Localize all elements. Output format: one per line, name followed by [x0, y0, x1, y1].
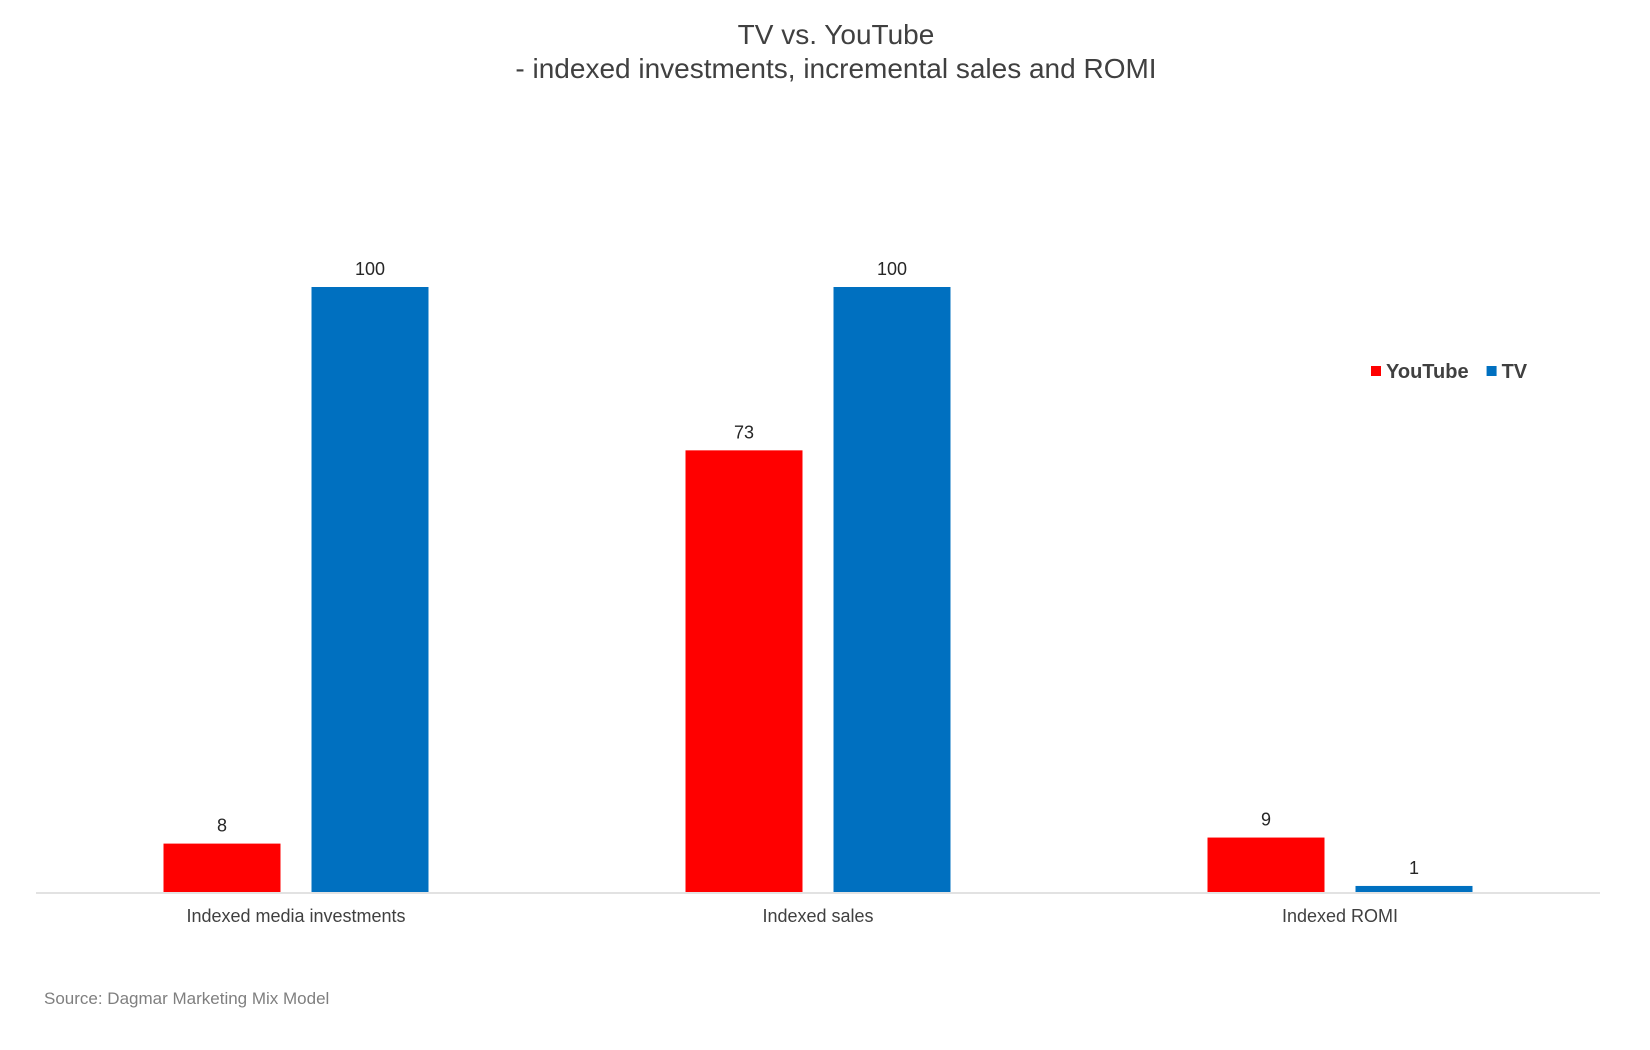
data-label-tv-1: 100	[355, 259, 385, 279]
legend-label-youtube: YouTube	[1386, 361, 1469, 383]
bar-tv-2	[833, 287, 951, 892]
bar-youtube-1	[163, 843, 281, 892]
bar-youtube-2	[685, 450, 803, 892]
category-label-2: Indexed sales	[762, 906, 873, 926]
data-label-tv-3: 1	[1409, 858, 1419, 878]
bar-tv-3	[1355, 885, 1473, 892]
bar-tv-1	[311, 287, 429, 892]
chart-subtitle: - indexed investments, incremental sales…	[515, 53, 1156, 84]
category-label-3: Indexed ROMI	[1282, 906, 1398, 926]
data-label-tv-2: 100	[877, 259, 907, 279]
chart-title: TV vs. YouTube	[738, 19, 935, 50]
bar-youtube-3	[1207, 837, 1325, 892]
category-label-1: Indexed media investments	[186, 906, 405, 926]
source-note: Source: Dagmar Marketing Mix Model	[44, 989, 329, 1008]
data-label-youtube-1: 8	[217, 816, 227, 836]
legend: YouTube TV	[1371, 361, 1528, 383]
data-label-youtube-2: 73	[734, 422, 754, 442]
legend-label-tv: TV	[1502, 361, 1528, 383]
category-labels-group: Indexed media investments Indexed sales In…	[186, 906, 1398, 926]
data-label-youtube-3: 9	[1261, 810, 1271, 830]
bars-group	[163, 287, 1473, 892]
legend-swatch-tv	[1486, 366, 1497, 376]
data-labels-group: 8 100 73 100 9 1	[217, 259, 1419, 878]
legend-swatch-youtube	[1371, 366, 1381, 376]
